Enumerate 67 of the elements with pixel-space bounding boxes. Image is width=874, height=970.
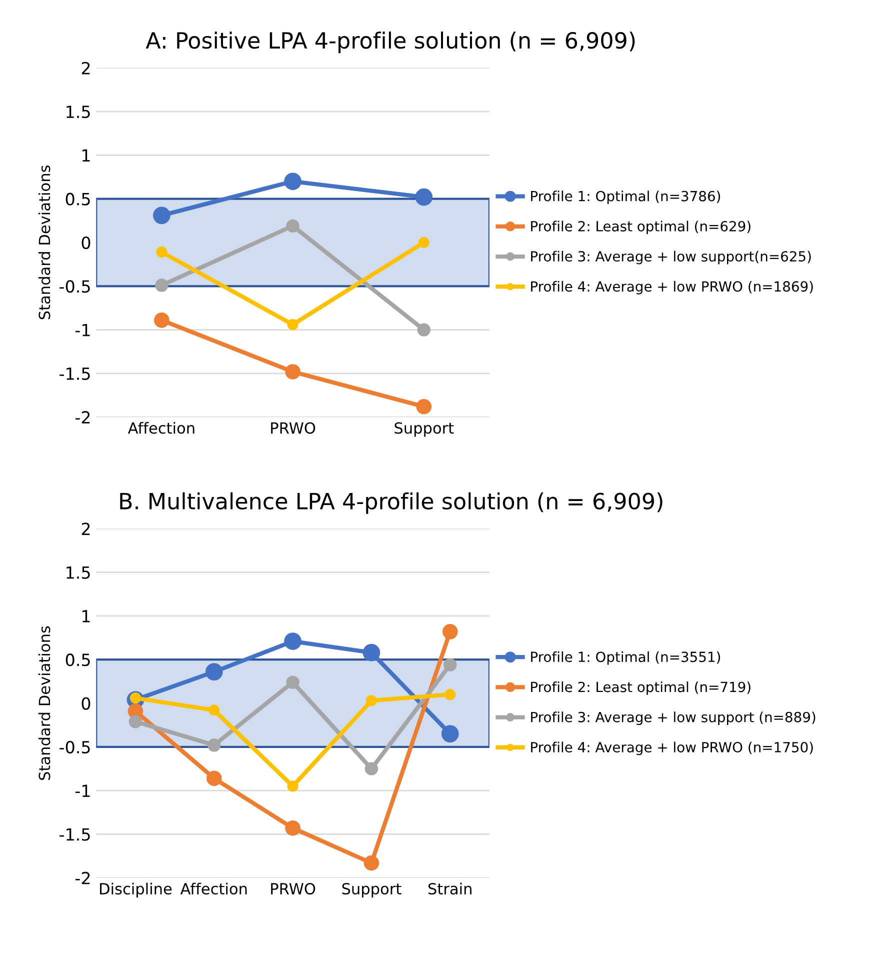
point: [128, 714, 142, 728]
y-tick-label: 2: [82, 522, 90, 535]
point: [442, 624, 458, 640]
x-tick-label: Support: [342, 882, 402, 898]
point: [208, 704, 220, 716]
point: [366, 695, 378, 706]
x-tick-label: Affection: [180, 882, 247, 895]
point: [205, 663, 223, 681]
y-tick-label: 1: [82, 610, 90, 622]
legend-label: Profile 2: Least optimal (n=629): [531, 220, 750, 234]
y-axis-title: Standard Deviations: [38, 626, 50, 780]
y-axis-title: Standard Deviations: [38, 166, 50, 320]
point: [417, 323, 430, 336]
y-tick-label: 0.5: [66, 192, 90, 206]
point: [154, 312, 170, 328]
y-tick-label: 1.5: [66, 106, 90, 118]
y-tick-label: 1: [82, 149, 90, 162]
y-tick-label: -2: [75, 411, 90, 424]
point: [285, 820, 300, 836]
point: [287, 319, 298, 330]
point: [284, 632, 302, 650]
x-tick-label: Support: [394, 422, 454, 437]
x-tick-label: Affection: [128, 422, 194, 434]
point: [286, 219, 300, 233]
point: [418, 236, 430, 248]
point: [206, 770, 222, 786]
legend-label: Profile 1: Optimal (n=3551): [531, 651, 720, 665]
chart-title: B. Multivalence LPA 4-profile solution (n = 6,909): [120, 492, 662, 514]
y-tick-label: -2: [75, 872, 90, 884]
point: [415, 188, 433, 206]
point: [285, 364, 300, 380]
legend-label: Profile 3: Average + low support (n=889): [531, 712, 816, 726]
point: [441, 725, 459, 742]
point: [444, 658, 457, 672]
point: [286, 676, 300, 689]
legend-label: Profile 4: Average + low PRWO (n=1869): [531, 280, 813, 294]
y-tick-label: -0.5: [60, 280, 90, 293]
y-tick-label: 0: [82, 236, 90, 250]
y-tick-label: 2: [82, 62, 90, 74]
x-tick-label: Strain: [428, 882, 472, 895]
x-tick-label: PRWO: [271, 882, 316, 895]
y-tick-label: 1.5: [66, 566, 90, 579]
point: [153, 206, 170, 224]
y-tick-label: -1.5: [60, 368, 90, 380]
legend-label: Profile 4: Average + low PRWO (n=1750): [531, 742, 813, 756]
point: [156, 246, 168, 258]
point: [208, 738, 221, 752]
point: [364, 762, 378, 776]
point: [287, 780, 298, 792]
point: [444, 688, 456, 700]
legend-label: Profile 3: Average + low support(n=625): [531, 250, 811, 264]
y-tick-label: -1: [75, 324, 90, 336]
point: [364, 855, 380, 871]
y-tick-label: 0: [82, 697, 90, 710]
y-tick-label: -1: [75, 784, 90, 797]
point: [362, 644, 380, 662]
x-tick-label: PRWO: [271, 422, 316, 434]
point: [416, 398, 432, 414]
legend-label: Profile 1: Optimal (n=3786): [531, 190, 720, 204]
point: [284, 172, 302, 190]
y-tick-label: 0.5: [66, 654, 90, 666]
y-tick-label: -0.5: [60, 740, 90, 754]
chart-title: A: Positive LPA 4-profile solution (n = 6,909): [146, 32, 635, 54]
point: [155, 278, 168, 292]
x-tick-label: Discipline: [100, 882, 172, 898]
legend-label: Profile 2: Least optimal (n=719): [531, 681, 750, 695]
y-tick-label: -1.5: [60, 828, 90, 841]
